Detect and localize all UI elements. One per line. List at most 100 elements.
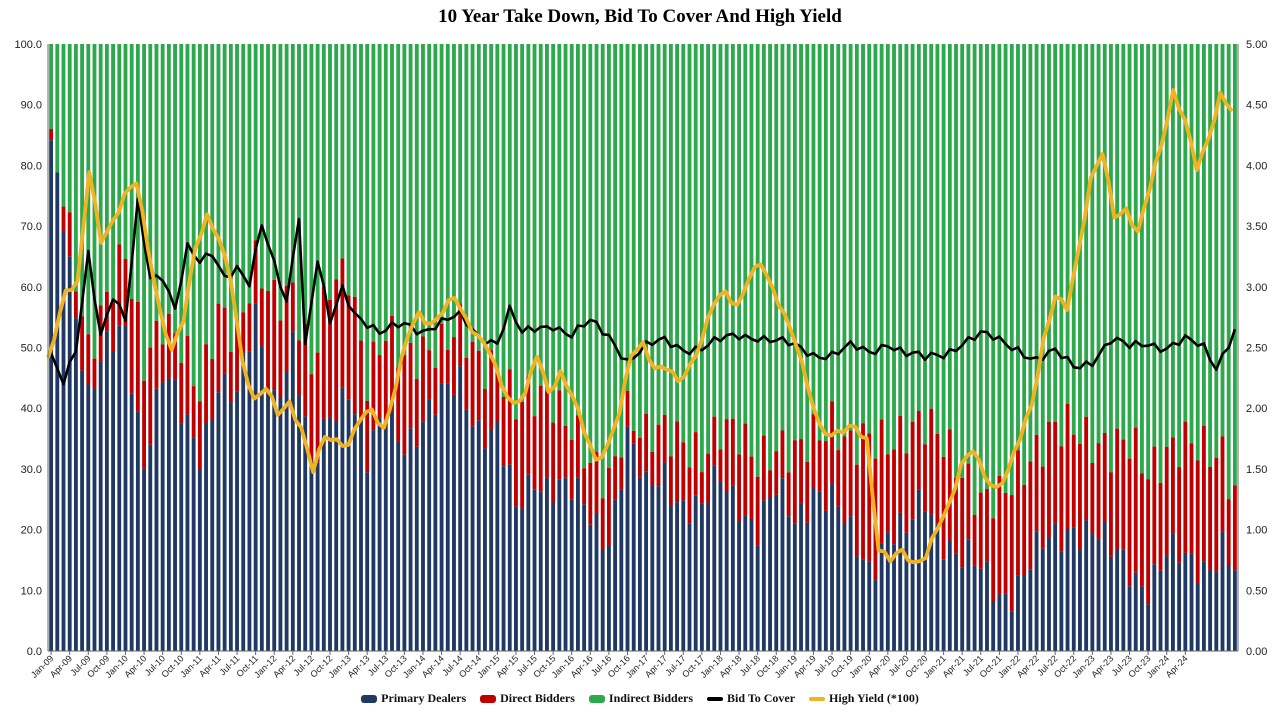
bar-direct-bidders — [383, 340, 388, 427]
stacked-bar — [1208, 44, 1213, 651]
bar-primary-dealers — [464, 409, 469, 651]
bar-primary-dealers — [321, 418, 326, 651]
bar-primary-dealers — [445, 383, 450, 651]
stacked-bar — [520, 44, 525, 651]
bar-primary-dealers — [706, 502, 710, 651]
legend-swatch-bid-to-cover — [707, 696, 724, 701]
bar-primary-dealers — [1009, 611, 1014, 651]
bar-indirect-bidders — [520, 44, 525, 403]
bar-indirect-bidders — [408, 44, 413, 343]
y-tick-right: 1.50 — [1246, 464, 1267, 476]
bar-primary-dealers — [216, 392, 221, 651]
bar-primary-dealers — [606, 545, 611, 651]
bar-primary-dealers — [1047, 537, 1051, 651]
bar-indirect-bidders — [489, 44, 494, 351]
bar-direct-bidders — [129, 298, 134, 394]
bar-indirect-bidders — [222, 44, 227, 308]
stacked-bar — [1084, 44, 1089, 651]
bar-direct-bidders — [123, 258, 128, 326]
stacked-bar — [879, 44, 884, 651]
stacked-bar — [464, 44, 469, 651]
bar-direct-bidders — [458, 303, 463, 367]
stacked-bar — [49, 44, 54, 651]
bar-indirect-bidders — [526, 44, 531, 377]
y-tick-right: 3.00 — [1246, 282, 1267, 294]
bar-indirect-bidders — [297, 44, 301, 341]
bar-direct-bidders — [259, 288, 264, 347]
legend-item-primary-dealers: Primary Dealers — [361, 691, 466, 706]
bar-direct-bidders — [569, 439, 574, 500]
stacked-bar — [904, 44, 909, 651]
bar-primary-dealers — [755, 545, 760, 651]
stacked-bar — [117, 44, 122, 651]
bar-indirect-bidders — [321, 44, 326, 287]
bar-primary-dealers — [371, 430, 376, 651]
stacked-bar — [737, 44, 741, 651]
y-tick-left: 80.0 — [21, 160, 42, 172]
bar-direct-bidders — [204, 344, 208, 423]
bar-primary-dealers — [1053, 523, 1058, 651]
bar-direct-bidders — [532, 416, 537, 490]
stacked-bar — [148, 44, 153, 651]
legend-label-direct-bidders: Direct Bidders — [500, 691, 575, 705]
bar-direct-bidders — [328, 299, 332, 418]
bar-primary-dealers — [433, 414, 438, 651]
bar-primary-dealers — [966, 539, 971, 651]
bar-primary-dealers — [823, 510, 828, 651]
stacked-bar — [631, 44, 636, 651]
stacked-bar — [359, 44, 363, 651]
stacked-bar — [916, 44, 921, 651]
bar-indirect-bidders — [1183, 44, 1188, 422]
legend-item-direct-bidders: Direct Bidders — [480, 691, 575, 706]
bar-primary-dealers — [588, 524, 593, 651]
bar-primary-dealers — [49, 140, 54, 651]
bar-indirect-bidders — [204, 44, 208, 345]
bar-direct-bidders — [278, 320, 283, 397]
bar-direct-bidders — [266, 290, 270, 390]
stacked-bar — [786, 44, 791, 651]
bar-indirect-bidders — [514, 44, 518, 420]
bar-direct-bidders — [606, 468, 611, 546]
stacked-bar — [501, 44, 506, 651]
stacked-bar — [668, 44, 673, 651]
stacked-bar — [321, 44, 326, 651]
bar-primary-dealers — [452, 394, 456, 651]
bar-direct-bidders — [749, 456, 754, 519]
bar-primary-dealers — [898, 512, 903, 651]
bar-indirect-bidders — [699, 44, 704, 473]
bar-primary-dealers — [284, 371, 289, 651]
bar-direct-bidders — [1034, 434, 1039, 532]
stacked-bar — [340, 44, 345, 651]
bar-indirect-bidders — [1214, 44, 1219, 458]
bar-direct-bidders — [737, 454, 741, 522]
bar-direct-bidders — [61, 206, 66, 231]
bar-direct-bidders — [836, 450, 841, 507]
bar-primary-dealers — [985, 561, 989, 651]
bar-primary-dealers — [916, 489, 921, 651]
bar-direct-bidders — [452, 337, 456, 395]
bar-direct-bidders — [185, 336, 190, 415]
stacked-bar — [774, 44, 779, 651]
bar-direct-bidders — [916, 411, 921, 490]
bar-direct-bidders — [768, 470, 772, 497]
bar-direct-bidders — [551, 422, 556, 503]
bar-direct-bidders — [799, 439, 803, 504]
bar-primary-dealers — [197, 468, 202, 651]
bar-direct-bidders — [445, 349, 450, 384]
bar-primary-dealers — [80, 370, 85, 651]
bar-direct-bidders — [321, 286, 326, 419]
y-tick-right: 1.00 — [1246, 525, 1267, 537]
bar-direct-bidders — [879, 419, 884, 544]
bar-primary-dealers — [235, 391, 239, 651]
bar-direct-bidders — [582, 468, 587, 505]
bar-primary-dealers — [352, 414, 357, 651]
bar-indirect-bidders — [842, 44, 847, 437]
bar-primary-dealers — [148, 444, 153, 651]
bar-indirect-bidders — [1047, 44, 1051, 422]
bar-primary-dealers — [594, 513, 599, 651]
bar-direct-bidders — [222, 307, 227, 374]
bar-direct-bidders — [885, 454, 890, 533]
stacked-bar — [67, 44, 72, 651]
bar-direct-bidders — [854, 464, 859, 557]
bar-direct-bidders — [439, 323, 444, 384]
